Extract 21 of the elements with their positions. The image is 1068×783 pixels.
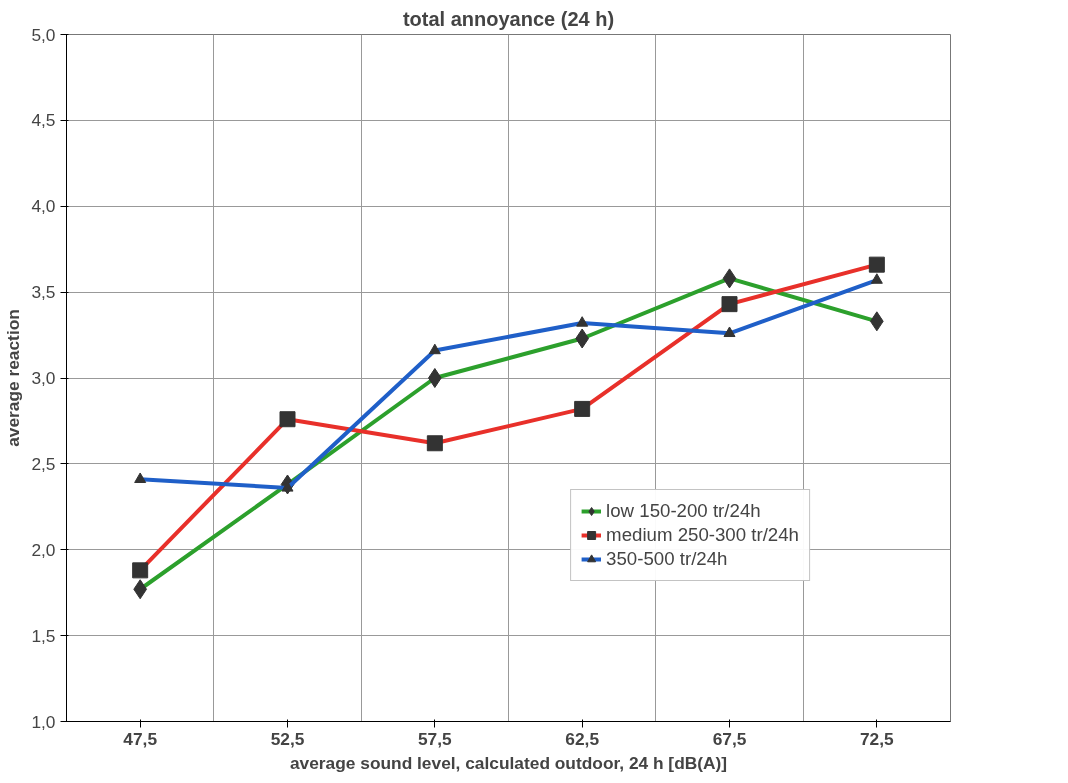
y-tick-label: 4,5 [31, 110, 56, 131]
x-tick-label: 57,5 [417, 728, 453, 749]
y-tick-label: 5,0 [31, 24, 56, 45]
x-tick-label: 72,5 [859, 728, 895, 749]
y-tick-label: 1,5 [31, 625, 56, 646]
x-tick-label: 47,5 [123, 728, 158, 749]
y-tick-label: 2,5 [31, 453, 56, 474]
chart-title: total annoyance (24 h) [402, 7, 615, 30]
y-axis-title: average reaction [3, 309, 24, 447]
y-tick-label: 3,0 [31, 368, 56, 388]
x-tick-label: 67,5 [712, 728, 747, 749]
y-tick-label: 2,0 [31, 539, 56, 560]
y-tick-label: 3,5 [31, 282, 56, 303]
legend-label: medium 250-300 tr/24h [606, 524, 799, 546]
y-tick-label: 1,0 [31, 711, 56, 732]
x-tick-label: 62,5 [565, 728, 600, 749]
legend-label: 350-500 tr/24h [606, 548, 728, 570]
x-axis-title: average sound level, calculated outdoor, 24 h [dB(A)] [289, 752, 728, 773]
y-tick-label: 4,0 [31, 196, 56, 217]
x-tick-label: 52,5 [270, 728, 305, 749]
legend-label: low 150-200 tr/24h [606, 500, 761, 522]
